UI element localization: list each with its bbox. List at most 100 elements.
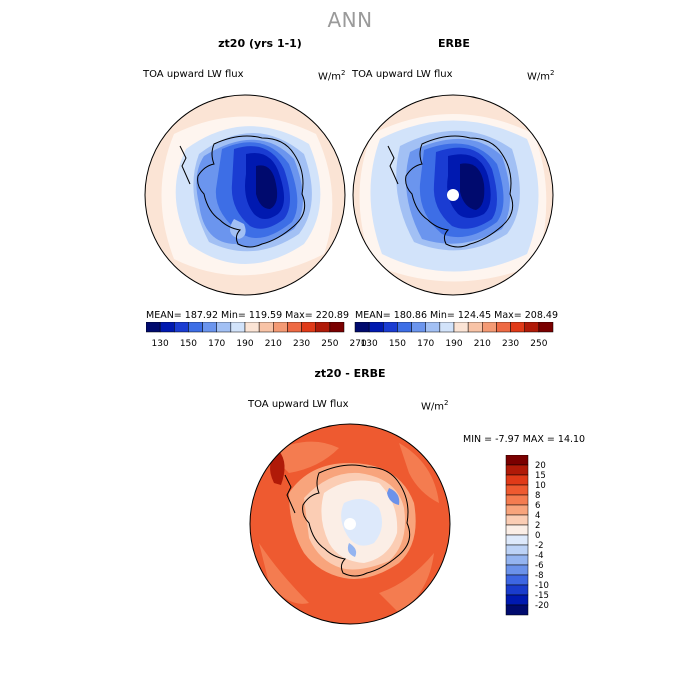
colorbar-tick-label: 20 <box>535 461 546 471</box>
colorbar-swatch <box>202 322 217 333</box>
colorbar-swatch <box>411 322 426 333</box>
colorbar-tick-label: 150 <box>180 339 197 349</box>
colorbar-tick-label: 4 <box>535 511 540 521</box>
left-colorbar: 130 150 170 190 210 230 250 270 <box>146 322 367 349</box>
diff-polar-map <box>249 423 451 625</box>
colorbar-swatch <box>505 494 529 506</box>
colorbar-swatch <box>329 322 345 333</box>
colorbar-swatch <box>510 322 525 333</box>
colorbar-swatch <box>439 322 455 333</box>
map-fill-ring <box>460 163 485 210</box>
south-america-coastline <box>387 145 399 185</box>
colorbar-swatch <box>425 322 441 333</box>
colorbar-tick-label: 270 <box>350 339 367 349</box>
page-title: ANN <box>327 8 373 32</box>
south-america-coastline <box>179 145 191 185</box>
colorbars-top: 130 150 170 190 210 230 250 270 130 150 170 190 210… <box>146 322 554 349</box>
right-panel-title: ERBE <box>438 37 470 50</box>
map-fill-patch <box>399 443 439 503</box>
left-stats: MEAN= 187.92 Min= 119.59 Max= 220.89 <box>146 310 350 321</box>
map-fill-patch <box>259 543 309 604</box>
missing-data-pole <box>344 518 356 530</box>
colorbar-swatch <box>453 322 469 333</box>
diff-units-label: W/m2 <box>421 399 449 413</box>
right-polar-map <box>352 94 554 296</box>
colorbar-tick-label: -8 <box>535 571 543 581</box>
colorbar-swatch <box>505 474 529 486</box>
colorbar-swatch <box>216 322 232 333</box>
colorbar-tick-label: -15 <box>535 591 549 601</box>
colorbar-swatch <box>315 322 331 333</box>
colorbar-swatch <box>505 524 529 536</box>
colorbar-tick-label: 6 <box>535 501 540 511</box>
map-fill-ring <box>256 165 278 209</box>
colorbar-swatch <box>273 322 288 333</box>
colorbar-tick-label: -4 <box>535 551 543 561</box>
colorbar-swatch <box>496 322 511 333</box>
colorbar-swatch <box>230 322 246 333</box>
colorbar-tick-label: 150 <box>389 339 406 349</box>
antarctica-coastline <box>405 135 514 248</box>
colorbar-tick-label: -20 <box>535 601 549 611</box>
left-variable-label: TOA upward LW flux <box>143 69 244 80</box>
colorbar-swatch <box>368 322 384 333</box>
colorbar-swatch <box>505 514 529 526</box>
colorbar-swatch <box>258 322 274 333</box>
colorbar-swatch <box>505 455 529 466</box>
colorbar-tick-label: 0 <box>535 531 540 541</box>
colorbar-tick-label: 170 <box>208 339 225 349</box>
colorbar-tick-label: 210 <box>265 339 282 349</box>
colorbar-tick-label: 8 <box>535 491 540 501</box>
colorbar-tick-label: -2 <box>535 541 543 551</box>
colorbar-tick-label: 130 <box>361 339 378 349</box>
colorbar-tick-label: 230 <box>293 339 310 349</box>
colorbar-tick-label: 250 <box>321 339 338 349</box>
colorbar-swatch <box>505 554 529 566</box>
missing-data-pole <box>447 189 459 201</box>
colorbar-swatch <box>244 322 260 333</box>
diff-panel-title: zt20 - ERBE <box>314 367 386 380</box>
colorbar-swatch <box>505 584 529 596</box>
colorbar-tick-label: 10 <box>535 481 546 491</box>
map-fill-patch <box>387 488 400 505</box>
colorbar-swatch <box>146 322 161 333</box>
colorbar-tick-label: -10 <box>535 581 549 591</box>
colorbar-swatch <box>505 464 529 476</box>
colorbar-swatch <box>505 534 529 546</box>
colorbar-tick-label: -6 <box>535 561 543 571</box>
map-fill-patch <box>341 499 383 546</box>
colorbar-swatch <box>482 322 497 333</box>
colorbar-swatch <box>505 574 529 586</box>
map-fill-patch <box>347 543 357 557</box>
map-fill-patch <box>379 553 434 613</box>
colorbar-swatch <box>287 322 302 333</box>
colorbar-swatch <box>538 322 554 333</box>
colorbar-swatch <box>159 322 175 333</box>
colorbar-swatch <box>188 322 203 333</box>
right-variable-label: TOA upward LW flux <box>352 69 453 80</box>
colorbar-swatch <box>383 322 398 333</box>
colorbar-tick-label: 230 <box>502 339 519 349</box>
south-america-coastline <box>284 474 296 514</box>
colorbar-tick-label: 190 <box>445 339 462 349</box>
colorbar-tick-label: 15 <box>535 471 546 481</box>
colorbar-swatch <box>505 504 529 516</box>
antarctica-coastline <box>302 464 411 577</box>
antarctica-coastline <box>197 135 306 248</box>
map-border <box>144 94 346 296</box>
diff-minmax: MIN = -7.97 MAX = 14.10 <box>463 434 586 445</box>
colorbar-swatch <box>505 544 529 556</box>
colorbar-swatch <box>397 322 412 333</box>
right-stats: MEAN= 180.86 Min= 124.45 Max= 208.49 <box>355 310 559 321</box>
map-border <box>249 423 451 625</box>
map-fill-ring <box>230 219 246 239</box>
colorbar-swatch <box>524 322 540 333</box>
colorbar-tick-label: 210 <box>474 339 491 349</box>
colorbar-swatch <box>505 604 529 616</box>
colorbar-swatch <box>174 322 189 333</box>
colorbar-swatch <box>354 322 370 333</box>
colorbar-swatch <box>505 564 529 576</box>
map-border <box>352 94 554 296</box>
